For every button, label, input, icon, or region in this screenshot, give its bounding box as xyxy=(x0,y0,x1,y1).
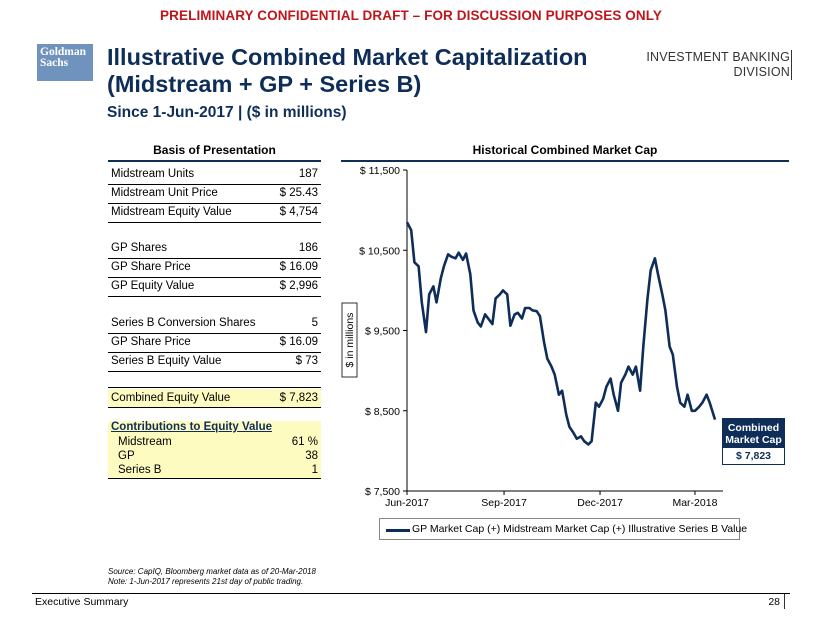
source-note: Source: CapIQ, Bloomberg market data as … xyxy=(108,567,316,587)
divider xyxy=(108,222,321,223)
row-midstream-equity-value: Midstream Equity Value $ 4,754 xyxy=(108,203,321,222)
logo-line-1: Goldman xyxy=(40,46,87,58)
page-title: Illustrative Combined Market Capitalizat… xyxy=(107,44,588,98)
footer-divider xyxy=(784,594,785,609)
x-tick-label: Jun-2017 xyxy=(385,497,429,509)
row-series-b-gp-share-price: GP Share Price $ 16.09 xyxy=(108,333,321,352)
y-tick-label: $ 7,500 xyxy=(365,486,400,498)
contribution-label: Midstream xyxy=(118,436,172,448)
divider xyxy=(108,407,321,408)
row-value: $ 16.09 xyxy=(279,261,318,273)
row-label: Midstream Units xyxy=(111,168,195,180)
row-label: Midstream Equity Value xyxy=(111,206,232,218)
row-gp-share-price: GP Share Price $ 16.09 xyxy=(108,258,321,277)
contribution-midstream: Midstream 61 % xyxy=(108,436,321,449)
contribution-label: Series B xyxy=(118,464,162,476)
contributions-title: Contributions to Equity Value xyxy=(111,421,272,433)
x-tick-label: Dec-2017 xyxy=(577,497,623,509)
contribution-value: 38 xyxy=(305,450,318,462)
divider xyxy=(108,333,321,334)
row-gp-shares: GP Shares 186 xyxy=(108,239,321,258)
row-label: Series B Equity Value xyxy=(111,355,222,367)
chart-heading: Historical Combined Market Cap xyxy=(472,143,658,157)
row-value: 5 xyxy=(311,317,318,329)
contribution-label: GP xyxy=(118,450,135,462)
contributions-panel xyxy=(108,421,321,478)
row-midstream-units: Midstream Units 187 xyxy=(108,165,321,184)
row-value: $ 7,823 xyxy=(279,392,318,404)
division-label: INVESTMENT BANKING DIVISION xyxy=(646,50,790,80)
row-series-b-equity-value: Series B Equity Value $ 73 xyxy=(108,352,321,371)
title-line-1: Illustrative Combined Market Capitalizat… xyxy=(107,44,588,70)
row-combined-equity-value: Combined Equity Value $ 7,823 xyxy=(108,389,321,407)
row-value: 187 xyxy=(298,168,318,180)
y-tick-label: $ 11,500 xyxy=(360,165,400,177)
y-tick-label: $ 10,500 xyxy=(359,245,400,257)
contribution-value: 61 % xyxy=(291,436,318,448)
division-line-2: DIVISION xyxy=(733,65,790,79)
chart-heading-rule xyxy=(341,160,789,162)
x-tick-label: Mar-2018 xyxy=(672,497,717,509)
row-value: $ 2,996 xyxy=(279,280,318,292)
row-value: $ 4,754 xyxy=(279,206,318,218)
divider xyxy=(108,258,321,259)
row-value: $ 16.09 xyxy=(279,336,318,348)
callout-title: Combined Market Cap xyxy=(723,419,784,448)
row-label: GP Equity Value xyxy=(111,280,195,292)
row-label: Midstream Unit Price xyxy=(111,187,218,199)
divider xyxy=(108,371,321,372)
logo-line-2: Sachs xyxy=(40,57,69,69)
row-value: $ 25.43 xyxy=(279,187,318,199)
contribution-value: 1 xyxy=(311,464,318,476)
legend-swatch xyxy=(386,529,410,532)
source-text: Source: CapIQ, Bloomberg market data as … xyxy=(108,567,316,576)
draft-banner: PRELIMINARY CONFIDENTIAL DRAFT – FOR DIS… xyxy=(160,8,662,23)
row-value: 186 xyxy=(298,242,318,254)
divider xyxy=(108,203,321,204)
division-divider xyxy=(791,50,792,80)
legend-label: GP Market Cap (+) Midstream Market Cap (… xyxy=(412,523,748,535)
divider xyxy=(108,352,321,353)
y-tick-label: $ 8,500 xyxy=(365,406,400,418)
divider xyxy=(108,296,321,297)
callout-value: $ 7,823 xyxy=(735,450,772,462)
divider xyxy=(108,478,321,479)
basis-heading: Basis of Presentation xyxy=(153,143,276,157)
basis-heading-rule xyxy=(108,160,321,162)
y-tick-label: $ 9,500 xyxy=(365,326,400,338)
combined-market-cap-callout: Combined Market Cap $ 7,823 xyxy=(722,418,785,465)
contribution-gp: GP 38 xyxy=(108,450,321,463)
x-tick-label: Sep-2017 xyxy=(481,497,527,509)
row-label: GP Shares xyxy=(111,242,168,254)
page-subtitle: Since 1-Jun-2017 | ($ in millions) xyxy=(107,104,347,121)
contribution-series-b: Series B 1 xyxy=(108,464,321,477)
row-label: GP Share Price xyxy=(111,261,191,273)
row-label: Combined Equity Value xyxy=(111,392,231,404)
goldman-sachs-logo: Goldman Sachs xyxy=(37,44,93,81)
y-axis-label: $ in millions xyxy=(344,313,356,368)
series-line xyxy=(405,221,717,446)
page-number: 28 xyxy=(768,596,780,608)
division-line-1: INVESTMENT BANKING xyxy=(646,50,790,64)
row-gp-equity-value: GP Equity Value $ 2,996 xyxy=(108,277,321,296)
divider xyxy=(108,277,321,278)
divider xyxy=(108,387,321,388)
footer-section: Executive Summary xyxy=(35,596,129,608)
row-series-b-conversion-shares: Series B Conversion Shares 5 xyxy=(108,314,321,333)
row-label: Series B Conversion Shares xyxy=(111,317,256,329)
title-line-2: (Midstream + GP + Series B) xyxy=(107,71,422,97)
row-label: GP Share Price xyxy=(111,336,191,348)
footer-rule xyxy=(32,593,790,594)
chart-legend: GP Market Cap (+) Midstream Market Cap (… xyxy=(379,518,747,540)
y-axis-label-box xyxy=(341,302,358,378)
row-value: $ 73 xyxy=(295,355,318,367)
row-midstream-unit-price: Midstream Unit Price $ 25.43 xyxy=(108,184,321,203)
divider xyxy=(108,184,321,185)
note-text: Note: 1-Jun-2017 represents 21st day of … xyxy=(108,577,304,586)
